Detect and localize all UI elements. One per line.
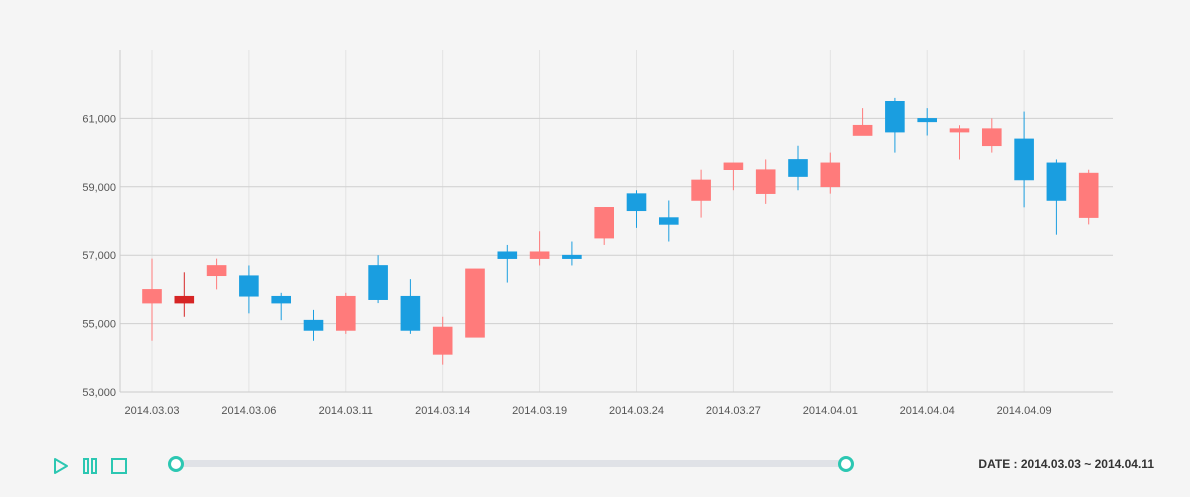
candlestick-chart: 53,000 55,000 57,000 59,000 61,000 2014.03.0… — [82, 50, 1113, 417]
candle-body — [562, 254, 582, 259]
candle[interactable] — [885, 97, 905, 153]
candle-body — [303, 319, 324, 331]
x-axis-labels: 2014.03.03 2014.03.06 2014.03.11 2014.03.14… — [124, 405, 1051, 417]
playback-controls — [52, 457, 139, 475]
y-tick-label: 59,000 — [82, 182, 116, 194]
candle[interactable] — [335, 292, 356, 334]
candle[interactable] — [562, 241, 582, 266]
candle[interactable] — [206, 258, 227, 290]
candle-body — [691, 179, 711, 201]
candle[interactable] — [1014, 111, 1034, 208]
candle-body — [788, 159, 808, 177]
pause-icon[interactable] — [81, 457, 99, 475]
candle-body — [852, 124, 873, 136]
candle-body — [917, 118, 938, 123]
stop-icon[interactable] — [110, 457, 128, 475]
x-tick-label: 2014.03.27 — [706, 405, 761, 417]
x-tick-label: 2014.03.19 — [512, 405, 567, 417]
candle[interactable] — [1046, 159, 1067, 235]
x-tick-label: 2014.04.01 — [803, 405, 858, 417]
x-tick-label: 2014.04.09 — [997, 405, 1052, 417]
candle[interactable] — [1078, 169, 1099, 225]
candle-body — [432, 326, 453, 355]
candle[interactable] — [949, 125, 970, 160]
x-tick-label: 2014.03.14 — [415, 405, 470, 417]
y-tick-label: 55,000 — [82, 319, 116, 331]
candle[interactable] — [400, 279, 421, 334]
candle-body — [820, 162, 841, 188]
candle[interactable] — [303, 309, 324, 341]
candle[interactable] — [239, 265, 259, 314]
candle-body — [594, 207, 615, 239]
candle-body — [658, 217, 679, 225]
candle-body — [1078, 172, 1099, 218]
candle-body — [335, 295, 356, 331]
candle-body — [465, 268, 485, 338]
candle[interactable] — [852, 108, 873, 136]
candle[interactable] — [917, 108, 938, 136]
y-axis-labels: 53,000 55,000 57,000 59,000 61,000 — [82, 113, 116, 399]
candle-body — [368, 265, 388, 300]
y-tick-label: 53,000 — [82, 387, 116, 399]
candle[interactable] — [142, 258, 162, 341]
candle[interactable] — [723, 162, 744, 191]
date-range-slider — [168, 455, 854, 473]
candle-body — [142, 289, 162, 304]
candle-body — [626, 193, 647, 212]
candle-body — [949, 128, 970, 133]
x-tick-label: 2014.03.24 — [609, 405, 664, 417]
candle[interactable] — [432, 316, 453, 365]
candle[interactable] — [820, 152, 841, 194]
candle-body — [529, 251, 550, 259]
candle-body — [271, 295, 292, 304]
candle-body — [206, 265, 227, 277]
candle-body — [400, 295, 421, 331]
candle[interactable] — [174, 272, 195, 317]
x-tick-label: 2014.03.06 — [221, 405, 276, 417]
candle[interactable] — [981, 118, 1002, 153]
candle[interactable] — [271, 292, 292, 321]
x-tick-label: 2014.03.03 — [124, 405, 179, 417]
candle-body — [1014, 138, 1034, 181]
candle-body — [755, 169, 776, 194]
slider-handle-end[interactable] — [838, 456, 854, 472]
candle[interactable] — [465, 268, 485, 338]
candle[interactable] — [529, 231, 550, 266]
x-tick-label: 2014.03.11 — [319, 405, 373, 417]
candle[interactable] — [594, 207, 615, 245]
candle-body — [885, 101, 905, 133]
x-tick-label: 2014.04.04 — [900, 405, 955, 417]
candle-body — [239, 275, 259, 297]
candle[interactable] — [691, 169, 711, 218]
candles — [142, 97, 1099, 365]
candle[interactable] — [788, 145, 808, 191]
candle-body — [723, 162, 744, 171]
date-range-label: DATE : 2014.03.03 ~ 2014.04.11 — [978, 457, 1154, 471]
play-icon[interactable] — [52, 457, 70, 475]
y-tick-label: 57,000 — [82, 250, 116, 262]
candle[interactable] — [626, 190, 647, 228]
horizontal-grid — [120, 117, 1113, 325]
slider-track[interactable] — [176, 460, 846, 467]
slider-handle-start[interactable] — [168, 456, 184, 472]
candle[interactable] — [368, 255, 388, 304]
candle[interactable] — [497, 244, 518, 283]
candle-body — [497, 251, 518, 259]
candle-body — [174, 295, 195, 304]
y-tick-label: 61,000 — [82, 113, 116, 125]
candle-body — [1046, 162, 1067, 201]
candle[interactable] — [755, 159, 776, 204]
candle-body — [981, 128, 1002, 147]
candle[interactable] — [658, 200, 679, 242]
